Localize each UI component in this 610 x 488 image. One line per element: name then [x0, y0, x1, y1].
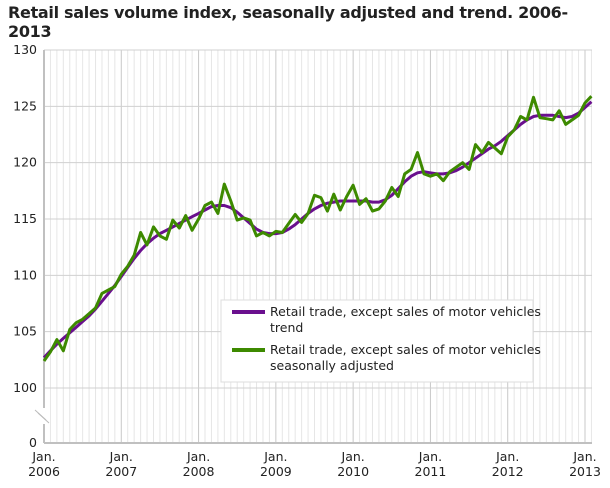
series-lines [42, 95, 593, 362]
x-tick-label: Jan. 2009 [260, 449, 292, 479]
y-tick-label: 125 [13, 98, 37, 113]
x-tick-label: Jan. 2006 [28, 449, 60, 479]
y-tick-label: 110 [13, 267, 37, 282]
y-axis: 0 100 105 110 115 120 125 130 [13, 42, 37, 450]
x-tick-label: Jan. 2010 [337, 449, 369, 479]
y-tick-label: 100 [13, 380, 37, 395]
x-tick-label: Jan. 2007 [105, 449, 137, 479]
axis-break-mark [37, 412, 50, 424]
legend-label: Retail trade, except sales of motor vehi… [270, 342, 541, 357]
legend-label: Retail trade, except sales of motor vehi… [270, 304, 541, 319]
series-line-trend [42, 100, 593, 359]
y-tick-label: 130 [13, 42, 37, 57]
x-tick-label: Jan. 2013 [569, 449, 601, 479]
y-tick-label: 0 [29, 435, 37, 450]
grid [34, 49, 592, 444]
x-tick-label: Jan. 2008 [183, 449, 215, 479]
x-tick-label: Jan. 2011 [415, 449, 447, 479]
axis-break-gap [40, 408, 50, 424]
series-line-seasonally-adjusted [42, 95, 593, 362]
y-tick-label: 120 [13, 155, 37, 170]
x-axis: Jan. 2006 Jan. 2007 Jan. 2008 Jan. 2009 Jan. 2010… [28, 449, 601, 479]
y-tick-label: 115 [13, 211, 37, 226]
legend-label: trend [270, 320, 303, 335]
legend-label: seasonally adjusted [270, 358, 394, 373]
legend-box [220, 299, 534, 383]
legend: Retail trade, except sales of motor vehi… [220, 299, 541, 383]
y-tick-label: 105 [13, 324, 37, 339]
chart-title: Retail sales volume index, seasonally ad… [8, 3, 568, 41]
x-tick-label: Jan. 2012 [492, 449, 524, 479]
